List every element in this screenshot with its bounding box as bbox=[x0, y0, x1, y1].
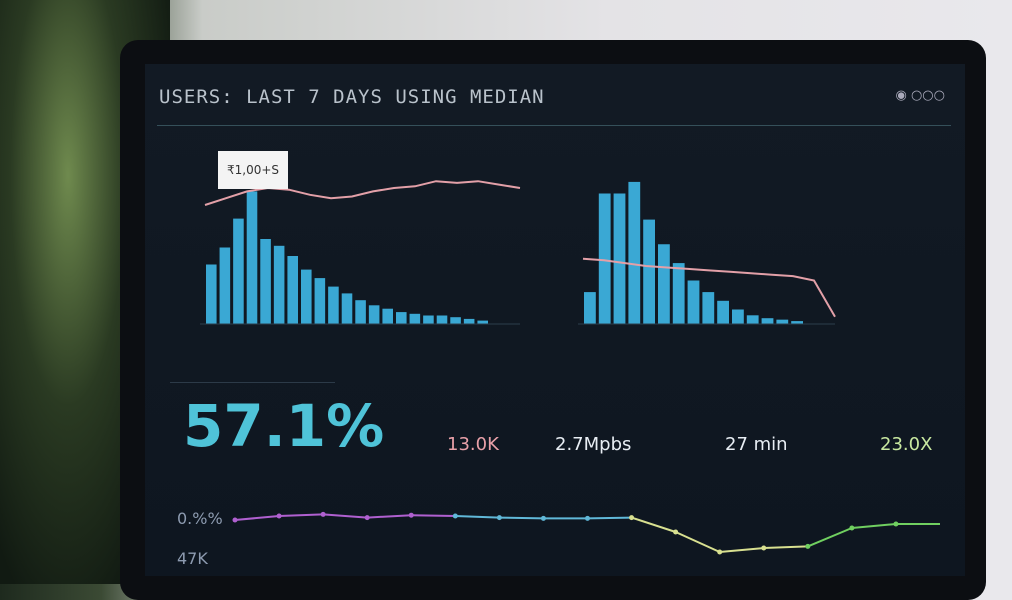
metric-0: 13.0K bbox=[447, 434, 499, 455]
more-icon[interactable]: ○○○ bbox=[910, 88, 945, 103]
chart-bar bbox=[672, 263, 685, 324]
line-point bbox=[673, 529, 679, 535]
line-segment bbox=[587, 516, 632, 520]
line-point bbox=[452, 513, 458, 519]
line-point bbox=[849, 525, 855, 531]
line-segment bbox=[455, 515, 500, 519]
line-segment bbox=[807, 527, 853, 548]
line-segment bbox=[675, 531, 721, 553]
chart-bar bbox=[341, 293, 353, 324]
chart-bar bbox=[791, 321, 803, 324]
chart-bar bbox=[628, 181, 641, 324]
chart-bar bbox=[584, 292, 596, 324]
chart-bar bbox=[717, 300, 729, 324]
chart-bar bbox=[287, 256, 298, 324]
line-segment bbox=[763, 545, 808, 549]
chart-bar bbox=[233, 218, 244, 324]
chart-line bbox=[204, 180, 521, 206]
line-point bbox=[408, 512, 414, 518]
line-point bbox=[320, 511, 326, 517]
line-point bbox=[232, 517, 238, 523]
chart-bar bbox=[246, 191, 258, 324]
line-point bbox=[496, 515, 502, 521]
chart-bar bbox=[598, 193, 611, 324]
chart-bar bbox=[301, 269, 312, 324]
dashboard-screen: USERS: LAST 7 DAYS USING MEDIAN ◉ ○○○ ₹1… bbox=[145, 64, 965, 576]
line-segment bbox=[279, 513, 324, 517]
big-metric: 57.1% bbox=[183, 392, 385, 460]
chart-bar bbox=[314, 278, 326, 324]
chart-bar bbox=[206, 264, 217, 324]
line-segment bbox=[631, 516, 676, 533]
metric-1: 2.7Mpbs bbox=[555, 434, 632, 455]
chart-bar bbox=[260, 239, 271, 324]
chart-bar bbox=[702, 292, 715, 324]
chart-tooltip: ₹1,00+S bbox=[218, 151, 288, 189]
chart-bar bbox=[423, 315, 434, 324]
chart-bar bbox=[450, 317, 461, 324]
header-icons[interactable]: ◉ ○○○ bbox=[895, 88, 945, 103]
line-point bbox=[540, 515, 546, 521]
charts-canvas bbox=[200, 180, 940, 555]
line-point bbox=[276, 513, 282, 519]
chart-bar bbox=[746, 315, 759, 324]
divider bbox=[157, 125, 951, 126]
chart-bar bbox=[776, 319, 789, 324]
divider bbox=[170, 382, 335, 383]
page-title: USERS: LAST 7 DAYS USING MEDIAN bbox=[159, 86, 545, 108]
search-icon[interactable]: ◉ bbox=[895, 88, 907, 103]
line-segment bbox=[323, 513, 368, 519]
line-point bbox=[805, 543, 811, 549]
chart-bar bbox=[463, 318, 475, 324]
chart-line bbox=[582, 257, 836, 318]
chart-bar bbox=[687, 280, 700, 324]
line-segment bbox=[234, 515, 280, 521]
metric-3: 23.0X bbox=[880, 434, 933, 455]
chart-bar bbox=[643, 219, 655, 324]
chart-bar bbox=[436, 315, 448, 324]
chart-bar bbox=[477, 320, 488, 324]
chart-bar bbox=[732, 309, 744, 324]
chart-bar bbox=[658, 244, 670, 324]
metric-2: 27 min bbox=[725, 434, 788, 455]
chart-bar bbox=[219, 247, 231, 324]
line-point bbox=[893, 521, 899, 527]
chart-bar bbox=[761, 318, 774, 324]
line-segment bbox=[719, 547, 764, 553]
line-segment bbox=[367, 514, 412, 519]
line-point bbox=[717, 549, 723, 555]
chart-bar bbox=[382, 308, 393, 324]
line-segment bbox=[499, 516, 544, 520]
line-segment bbox=[851, 523, 897, 529]
line-point bbox=[364, 515, 370, 521]
bottom-axis-label: 47K bbox=[177, 549, 208, 568]
line-segment bbox=[411, 514, 456, 517]
chart-bar bbox=[328, 286, 339, 324]
chart-bar bbox=[368, 305, 380, 324]
chart-bar bbox=[396, 312, 407, 324]
line-point bbox=[629, 515, 635, 521]
line-point bbox=[761, 545, 767, 551]
line-point bbox=[585, 515, 590, 521]
chart-bar bbox=[273, 245, 285, 324]
chart-bar bbox=[355, 300, 366, 324]
bottom-axis-label: 0.%% bbox=[177, 509, 223, 528]
chart-bar bbox=[409, 313, 421, 324]
chart-bar bbox=[613, 193, 626, 324]
